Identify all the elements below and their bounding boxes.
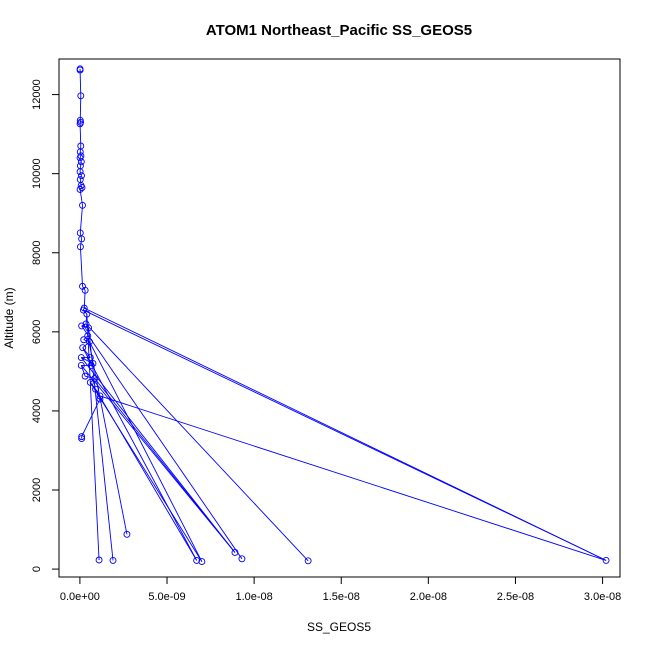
x-tick-label: 5.0e-09 [148,591,185,603]
y-tick-label: 6000 [31,320,43,344]
x-tick-label: 1.5e-08 [323,591,360,603]
x-axis-label: SS_GEOS5 [307,620,371,634]
x-tick-label: 2.0e-08 [410,591,447,603]
series-segment [80,96,81,121]
x-tick-label: 2.5e-08 [497,591,534,603]
y-tick-label: 4000 [31,399,43,423]
y-tick-label: 10000 [31,158,43,189]
y-tick-label: 8000 [31,241,43,265]
x-tick-label: 1.0e-08 [235,591,272,603]
y-axis-label: Altitude (m) [2,287,16,348]
x-tick-label: 0.0e+00 [60,591,100,603]
chart-title: ATOM1 Northeast_Pacific SS_GEOS5 [206,22,472,39]
y-tick-label: 12000 [31,79,43,110]
y-tick-label: 0 [31,566,43,572]
x-tick-label: 3.0e-08 [584,591,621,603]
y-tick-label: 2000 [31,478,43,502]
